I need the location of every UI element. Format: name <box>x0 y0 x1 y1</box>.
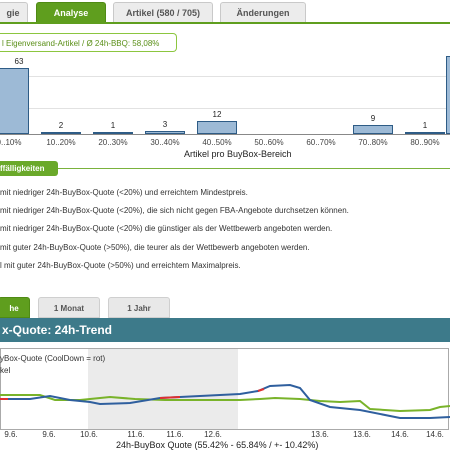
histogram-x-tick: 70..80% <box>358 138 388 147</box>
histogram-gridline <box>0 108 450 109</box>
histogram-x-tick: 50..60% <box>254 138 284 147</box>
histogram-value-label: 1 <box>110 121 116 130</box>
description-line: mit niedriger 24h-BuyBox-Quote (<20%), d… <box>0 206 349 215</box>
trend-title: x-Quote: 24h-Trend <box>0 318 450 342</box>
histogram-value-label: 9 <box>370 113 376 123</box>
histogram-x-tick: 40..50% <box>202 138 232 147</box>
trend-cooldown-segment <box>257 388 265 392</box>
trend-legend-green: kel <box>0 366 11 375</box>
trend-plot-border <box>0 348 449 430</box>
tab-1-monat[interactable]: 1 Monat <box>38 297 100 318</box>
tab-analyse[interactable]: Analyse <box>36 2 106 22</box>
tab-underline <box>0 22 450 24</box>
summary-pill: l Eigenversand-Artikel / Ø 24h-BBQ: 58,0… <box>0 33 177 52</box>
histogram-gridline <box>0 76 450 77</box>
trend-green-line <box>0 394 450 413</box>
trend-blue-line <box>0 383 450 419</box>
trend-chart: yBox-Quote (CoolDown = rot) kel 9.6. 9.6… <box>0 344 450 450</box>
histogram-value-label: 12 <box>212 110 222 120</box>
histogram-value-label: 63 <box>14 57 24 66</box>
histogram-x-tick: 10..20% <box>46 138 76 147</box>
histogram-value-label: 3 <box>162 119 168 129</box>
histogram-x-tick: 80..90% <box>410 138 440 147</box>
trend-x-tick: 10.6. <box>80 430 98 439</box>
trend-x-tick: 13.6. <box>311 430 329 439</box>
histogram-bar <box>145 130 185 134</box>
histogram-baseline <box>0 134 450 135</box>
histogram-x-tick: 60..70% <box>306 138 336 147</box>
description-line: mit niedriger 24h-BuyBox-Quote (<20%) un… <box>0 188 248 197</box>
histogram-x-tick: 30..40% <box>150 138 180 147</box>
trend-shaded-area <box>88 349 238 429</box>
histogram-x-axis-title: Artikel pro BuyBox-Bereich <box>184 149 292 159</box>
tab-strategie[interactable]: gie <box>0 2 28 22</box>
histogram-bar <box>93 132 133 134</box>
trend-x-tick: 13.6. <box>353 430 371 439</box>
trend-x-tick: 11.6. <box>127 430 145 439</box>
trend-x-axis-title: 24h-BuyBox Quote (55.42% - 65.84% / +- 1… <box>116 440 319 450</box>
histogram-chart: 63 0..10% 2 10..20% 1 20..30% 3 30..40% 12 40..50… <box>0 56 450 162</box>
histogram-x-tick: 20..30% <box>98 138 128 147</box>
histogram-bar <box>197 121 237 134</box>
tab-aenderungen[interactable]: Änderungen <box>220 2 306 22</box>
trend-lines <box>0 383 450 419</box>
trend-cooldown-segment <box>159 396 181 399</box>
tab-1-jahr[interactable]: 1 Jahr <box>108 297 170 318</box>
trend-x-tick: 9.6. <box>42 430 56 439</box>
histogram-x-tick: 0..10% <box>0 138 22 147</box>
description-line: mit niedriger 24h-BuyBox-Quote (<20%) di… <box>0 224 333 233</box>
tab-artikel[interactable]: Artikel (580 / 705) <box>113 2 213 22</box>
trend-x-tick: 9.6. <box>4 430 18 439</box>
histogram-value-label: 2 <box>58 120 64 130</box>
trend-x-tick: 14.6. <box>391 430 409 439</box>
description-line: l mit guter 24h-BuyBox-Quote (>50%) und … <box>0 261 241 270</box>
histogram-value-label: 1 <box>422 121 428 130</box>
description-line: mit guter 24h-BuyBox-Quote (>50%), die t… <box>0 243 310 252</box>
trend-legend-blue: yBox-Quote (CoolDown = rot) <box>0 354 106 363</box>
section-label-auffaelligkeiten: ffälligkeiten <box>0 161 58 176</box>
tab-woche[interactable]: he <box>0 297 30 318</box>
section-divider <box>0 168 450 169</box>
histogram-bar <box>405 132 445 134</box>
histogram-bar <box>0 68 29 134</box>
histogram-bar <box>353 124 393 134</box>
trend-x-tick: 11.6. <box>166 430 184 439</box>
histogram-bar <box>446 56 450 134</box>
trend-x-tick: 14.6. <box>426 430 444 439</box>
trend-x-tick: 12.6. <box>204 430 222 439</box>
histogram-bar <box>41 131 81 134</box>
